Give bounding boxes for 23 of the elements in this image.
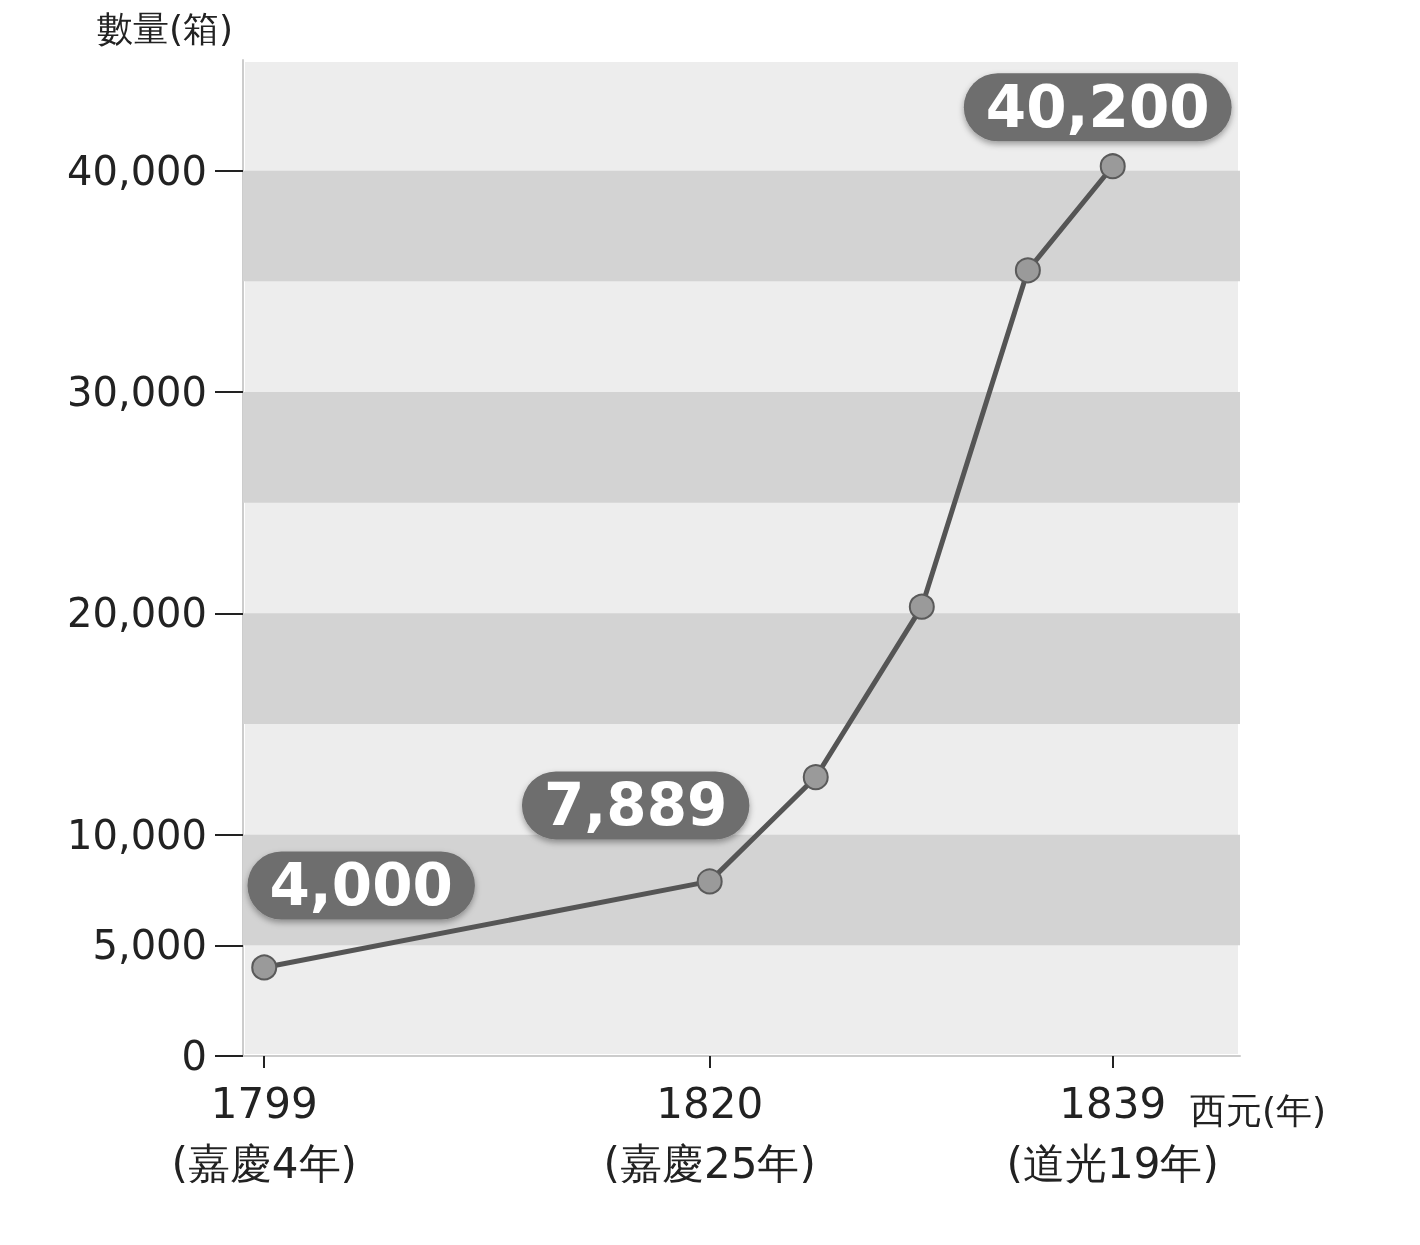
text: (嘉慶25年) <box>603 1138 816 1188</box>
x-tick-label: 1799 <box>210 1078 318 1128</box>
y-tick-label: 10,000 <box>67 811 207 858</box>
y-tick-label: 20,000 <box>67 590 207 637</box>
point <box>908 593 935 620</box>
x-tick-label: 1820 <box>656 1078 764 1128</box>
point <box>1014 257 1041 284</box>
text: (嘉慶4年) <box>171 1138 357 1188</box>
data-label: 7,889 <box>543 771 728 840</box>
y-tick-label: 0 <box>181 1033 207 1079</box>
point <box>802 764 829 791</box>
point <box>251 954 278 981</box>
point <box>696 868 723 895</box>
text: (道光19年) <box>1006 1138 1219 1188</box>
x-axis-title: 西元(年) <box>1190 1089 1327 1131</box>
point <box>1099 153 1126 180</box>
y-tick-label: 5,000 <box>92 922 207 969</box>
data-label: 40,200 <box>985 73 1210 142</box>
x-tick-label: 1839 <box>1059 1078 1167 1128</box>
y-tick-label: 30,000 <box>67 369 207 415</box>
y-tick-label: 40,000 <box>67 147 207 194</box>
y-axis-title: 數量(箱) <box>96 7 233 49</box>
data-label: 4,000 <box>269 851 453 920</box>
